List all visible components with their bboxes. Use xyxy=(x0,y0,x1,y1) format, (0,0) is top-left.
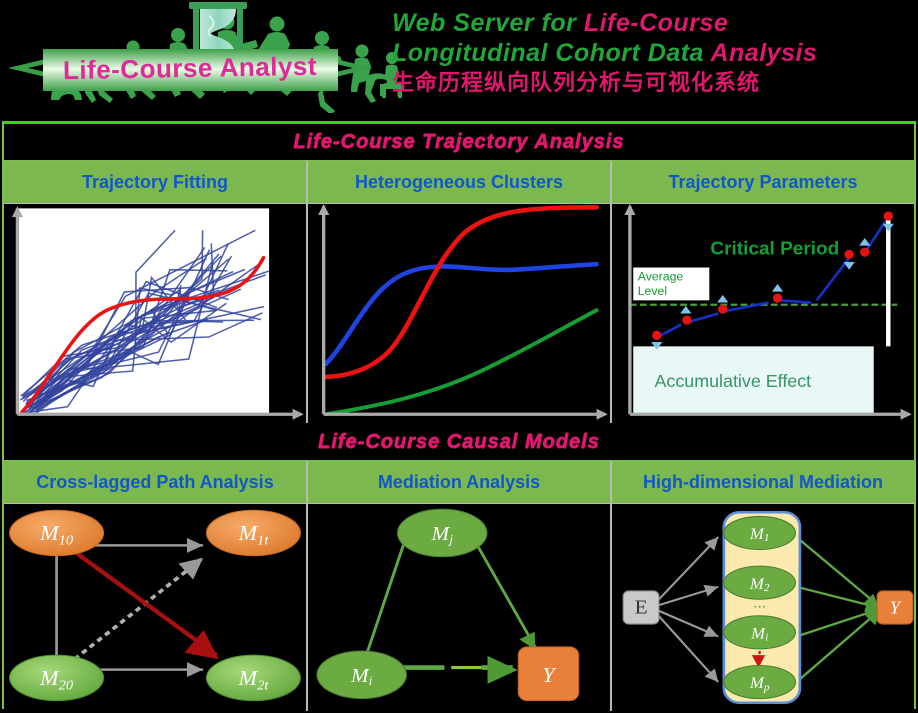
svg-text:Level: Level xyxy=(638,284,667,298)
svg-text:E: E xyxy=(635,597,648,618)
svg-text:Average: Average xyxy=(638,270,684,284)
svg-text:Y: Y xyxy=(542,664,557,687)
svg-text:Accumulative Effect: Accumulative Effect xyxy=(655,371,812,391)
svg-text:Critical Period: Critical Period xyxy=(710,238,839,259)
svg-text:...: ... xyxy=(753,595,766,611)
svg-text:Life-Course Analyst: Life-Course Analyst xyxy=(63,51,318,85)
